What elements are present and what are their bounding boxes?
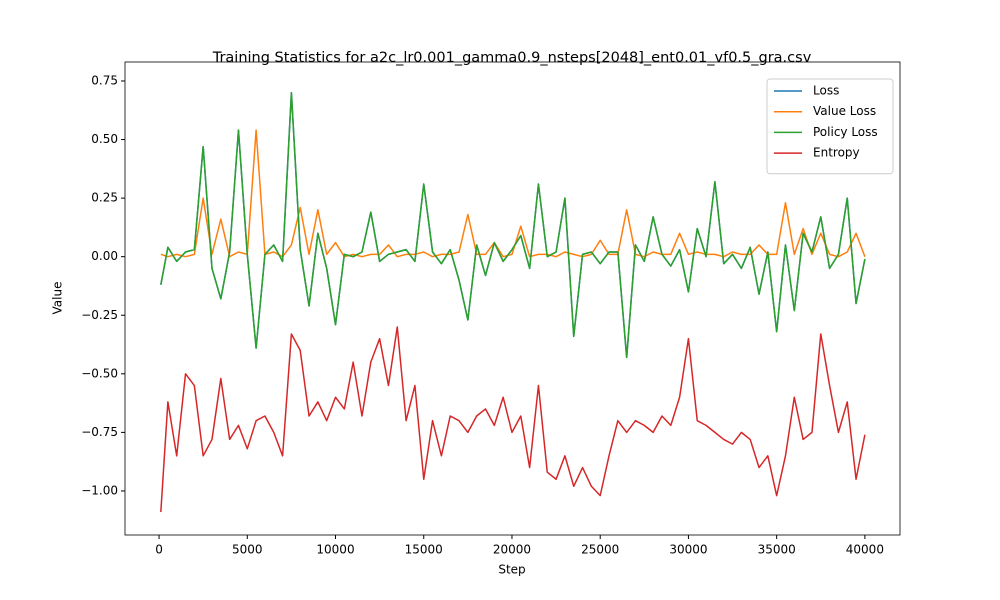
legend-box: [766, 78, 894, 175]
y-tick-label: −0.25: [81, 308, 118, 322]
legend-label: Value Loss: [813, 104, 876, 118]
series-line: [160, 129, 866, 258]
y-tick-label: 0.00: [91, 249, 118, 263]
series-line: [160, 91, 866, 359]
x-tick-label: 30000: [669, 543, 707, 557]
y-tick-label: 0.50: [91, 132, 118, 146]
x-tick-label: 0: [155, 543, 163, 557]
x-tick-label: 15000: [405, 543, 443, 557]
y-tick-label: −0.50: [81, 366, 118, 380]
y-tick-label: −1.00: [81, 483, 118, 497]
x-axis-label: Step: [498, 563, 525, 577]
y-tick-label: 0.25: [91, 191, 118, 205]
y-tick-label: 0.75: [91, 73, 118, 87]
chart-title: Training Statistics for a2c_lr0.001_gamm…: [212, 50, 812, 66]
y-tick-label: −0.75: [81, 425, 118, 439]
x-tick-label: 10000: [316, 543, 354, 557]
x-tick-label: 5000: [232, 543, 263, 557]
series-line: [160, 326, 866, 513]
x-tick-label: 25000: [581, 543, 619, 557]
x-tick-label: 35000: [758, 543, 796, 557]
plot-frame: [124, 61, 901, 536]
legend-label: Entropy: [813, 146, 860, 160]
y-axis-label: Value: [51, 282, 65, 315]
x-tick-label: 20000: [493, 543, 531, 557]
series-line: [160, 91, 866, 359]
legend-label: Loss: [813, 84, 839, 98]
legend-label: Policy Loss: [813, 125, 878, 139]
x-tick-label: 40000: [846, 543, 884, 557]
